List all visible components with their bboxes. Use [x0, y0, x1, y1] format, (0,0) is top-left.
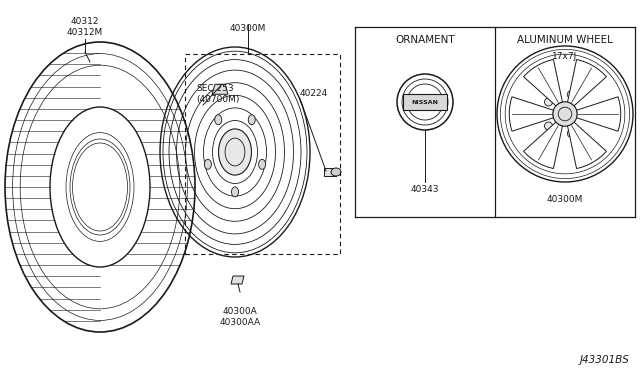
Ellipse shape [248, 115, 255, 125]
Text: J43301BS: J43301BS [580, 355, 630, 365]
Polygon shape [212, 84, 228, 94]
Text: 40300M: 40300M [230, 24, 266, 33]
Text: 40300A
40300AA: 40300A 40300AA [220, 307, 260, 327]
Ellipse shape [232, 187, 239, 197]
Polygon shape [568, 60, 607, 106]
Polygon shape [509, 97, 554, 131]
Text: 40312
40312M: 40312 40312M [67, 17, 103, 37]
Ellipse shape [204, 159, 211, 169]
Ellipse shape [567, 91, 575, 99]
Ellipse shape [259, 159, 266, 169]
Polygon shape [524, 122, 563, 169]
Ellipse shape [553, 102, 577, 126]
Text: 40224: 40224 [300, 90, 328, 99]
Text: ORNAMENT: ORNAMENT [395, 35, 455, 45]
Polygon shape [231, 276, 244, 284]
Bar [185, 54, 340, 254]
Bar [324, 168, 336, 176]
Text: 17x7J: 17x7J [552, 52, 578, 61]
Text: SEC.253
(40700M): SEC.253 (40700M) [196, 84, 239, 104]
Text: NISSAN: NISSAN [412, 99, 438, 105]
Text: ALUMINUM WHEEL: ALUMINUM WHEEL [517, 35, 613, 45]
Polygon shape [577, 97, 621, 131]
Ellipse shape [545, 98, 552, 106]
Ellipse shape [215, 115, 221, 125]
Ellipse shape [331, 168, 341, 176]
Polygon shape [568, 122, 607, 169]
Text: 40343: 40343 [411, 185, 439, 193]
Polygon shape [524, 60, 563, 106]
Bar [403, 94, 447, 110]
Text: 40300M: 40300M [547, 195, 583, 203]
Ellipse shape [545, 122, 552, 130]
Ellipse shape [581, 110, 589, 118]
Ellipse shape [218, 129, 252, 175]
Ellipse shape [567, 129, 575, 137]
